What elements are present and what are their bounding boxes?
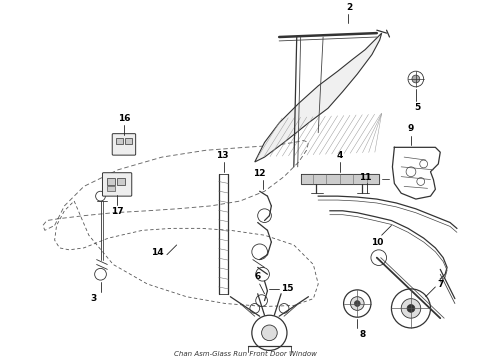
Text: 2: 2: [346, 3, 353, 12]
Bar: [116, 138, 123, 144]
Bar: [107, 186, 115, 191]
Text: 11: 11: [359, 172, 371, 181]
Text: 5: 5: [415, 103, 421, 112]
FancyBboxPatch shape: [112, 134, 136, 155]
Text: Chan Asm-Glass Run Front Door Window: Chan Asm-Glass Run Front Door Window: [173, 351, 317, 357]
Polygon shape: [255, 33, 382, 162]
FancyBboxPatch shape: [102, 173, 132, 196]
Text: 3: 3: [91, 294, 97, 303]
Text: 8: 8: [359, 330, 366, 339]
Bar: [107, 177, 115, 185]
Circle shape: [407, 305, 415, 312]
Circle shape: [262, 325, 277, 341]
Text: 13: 13: [216, 151, 229, 160]
Polygon shape: [301, 174, 379, 184]
Circle shape: [350, 297, 364, 310]
Circle shape: [354, 301, 360, 306]
Text: 4: 4: [337, 151, 343, 160]
Bar: [117, 177, 125, 185]
Text: 12: 12: [253, 168, 266, 177]
Text: 17: 17: [111, 207, 123, 216]
Circle shape: [401, 299, 421, 318]
Text: 14: 14: [151, 248, 164, 257]
Bar: [125, 138, 132, 144]
Text: 15: 15: [281, 284, 294, 293]
Text: 6: 6: [255, 272, 261, 281]
Text: 16: 16: [118, 114, 130, 123]
Circle shape: [412, 75, 420, 83]
Text: 9: 9: [408, 124, 414, 133]
Text: 7: 7: [438, 280, 444, 289]
Text: 10: 10: [370, 238, 383, 247]
